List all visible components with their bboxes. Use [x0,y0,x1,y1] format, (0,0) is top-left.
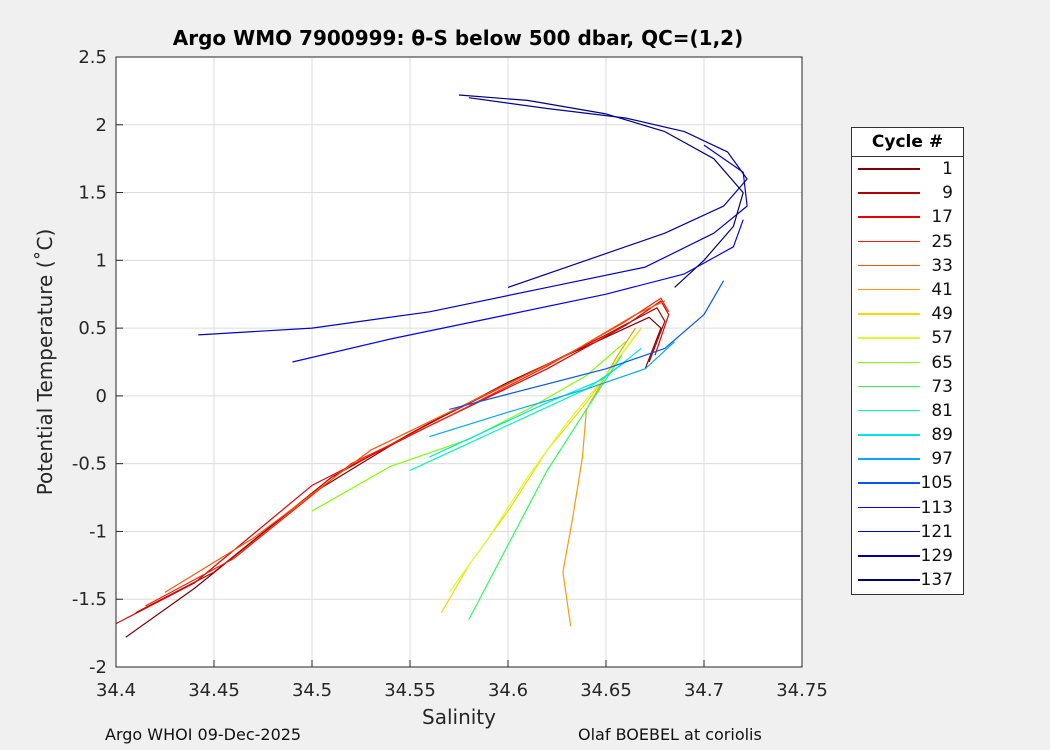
legend-line-swatch [858,458,920,460]
y-tick-label: 0 [96,386,107,407]
y-tick-label: -1.5 [72,589,107,610]
legend-entry: 97 [852,447,963,471]
series-line-cycle-137 [458,94,744,288]
legend-label: 121 [920,521,953,542]
series-line-cycle-129 [468,97,748,288]
y-tick-label: 2 [96,115,107,136]
legend-entry: 41 [852,278,963,302]
legend-entry: 25 [852,230,963,254]
legend-entry: 33 [852,254,963,278]
legend-entry: 65 [852,351,963,375]
legend-label: 33 [931,255,953,276]
chart-title: Argo WMO 7900999: θ-S below 500 dbar, QC… [172,26,744,50]
series-line-cycle-73 [468,354,623,620]
legend-label: 137 [920,570,953,591]
y-tick-label: -1 [89,521,107,542]
legend-entry: 9 [852,181,963,205]
legend-line-swatch [858,409,920,412]
legend-label: 65 [931,352,953,373]
x-tick-label: 34.4 [96,680,136,701]
series-line-cycle-121 [198,144,748,336]
legend-entry: 49 [852,302,963,326]
legend-title: Cycle # [852,128,963,157]
legend-entry: 81 [852,399,963,423]
legend-entry: 113 [852,496,963,520]
legend-label: 41 [931,279,953,300]
legend-line-swatch [858,288,920,291]
legend-line-swatch [858,530,920,533]
legend-line-swatch [858,216,920,218]
footer-left-credit: Argo WHOI 09-Dec-2025 [105,725,302,744]
legend-entry: 105 [852,471,963,495]
plot-area [116,57,802,667]
legend: Cycle # 1 9 17 25 33 41 49 57 65 73 81 89 97 105 113 12… [851,127,964,595]
y-tick-label: -2 [89,657,107,678]
legend-line-swatch [858,264,920,267]
legend-entry: 129 [852,544,963,568]
plot-lines [115,94,748,638]
y-axis-label: Potential Temperature (˚C) [33,229,57,496]
legend-rows: 1 9 17 25 33 41 49 57 65 73 81 89 97 105 113 121 129 137 [852,157,963,592]
y-tick-label: 1 [96,250,107,271]
legend-entry: 17 [852,205,963,229]
series-line-cycle-97 [429,341,676,438]
x-tick-label: 34.5 [292,680,332,701]
legend-label: 81 [931,400,953,421]
legend-line-swatch [858,579,920,581]
legend-entry: 137 [852,568,963,592]
legend-line-swatch [858,482,920,484]
legend-label: 113 [920,497,953,518]
series-line-cycle-41 [562,327,636,627]
series-line-cycle-105 [449,280,725,410]
legend-entry: 89 [852,423,963,447]
series-line-cycle-57 [448,334,636,593]
x-axis-label: Salinity [422,705,496,729]
legend-line-swatch [858,506,920,509]
legend-label: 57 [931,328,953,349]
legend-line-swatch [858,555,920,557]
legend-label: 49 [931,304,953,325]
footer-right-credit: Olaf BOEBEL at coriolis [578,725,762,744]
legend-line-swatch [858,168,920,170]
legend-label: 17 [931,207,953,228]
series-line-cycle-113 [292,219,744,363]
series-line-cycle-65 [311,341,626,512]
x-tick-label: 34.45 [188,680,240,701]
y-tick-label: 1.5 [78,183,107,204]
legend-line-swatch [858,361,920,363]
y-tick-label: 0.5 [78,318,107,339]
legend-label: 97 [931,449,953,470]
x-tick-label: 34.7 [684,680,724,701]
legend-line-swatch [858,434,920,436]
legend-line-swatch [858,240,920,243]
x-tick-label: 34.55 [384,680,436,701]
plot-frame [115,56,803,668]
y-tick-label: 2.5 [78,47,107,68]
series-line-cycle-89 [429,347,642,458]
legend-label: 129 [920,546,953,566]
legend-line-swatch [858,313,920,315]
legend-label: 89 [931,425,953,446]
legend-label: 73 [931,376,953,397]
y-tick-label: -0.5 [72,454,107,475]
series-line-cycle-25 [145,297,670,607]
x-tick-label: 34.75 [776,680,828,701]
x-tick-label: 34.6 [488,680,528,701]
legend-entry: 73 [852,375,963,399]
legend-label: 1 [942,159,953,179]
legend-entry: 1 [852,157,963,181]
legend-label: 9 [942,183,953,204]
x-tick-label: 34.65 [580,680,632,701]
legend-line-swatch [858,192,920,194]
legend-label: 105 [920,473,953,494]
series-line-cycle-33 [164,300,666,593]
legend-entry: 57 [852,326,963,350]
legend-line-swatch [858,385,920,388]
axis-ticks: 34.4 34.45 34.5 34.55 34.6 34.65 34.7 34.75 -2 -1… [72,47,828,701]
legend-label: 25 [931,231,953,252]
legend-entry: 121 [852,520,963,544]
legend-line-swatch [858,337,920,339]
